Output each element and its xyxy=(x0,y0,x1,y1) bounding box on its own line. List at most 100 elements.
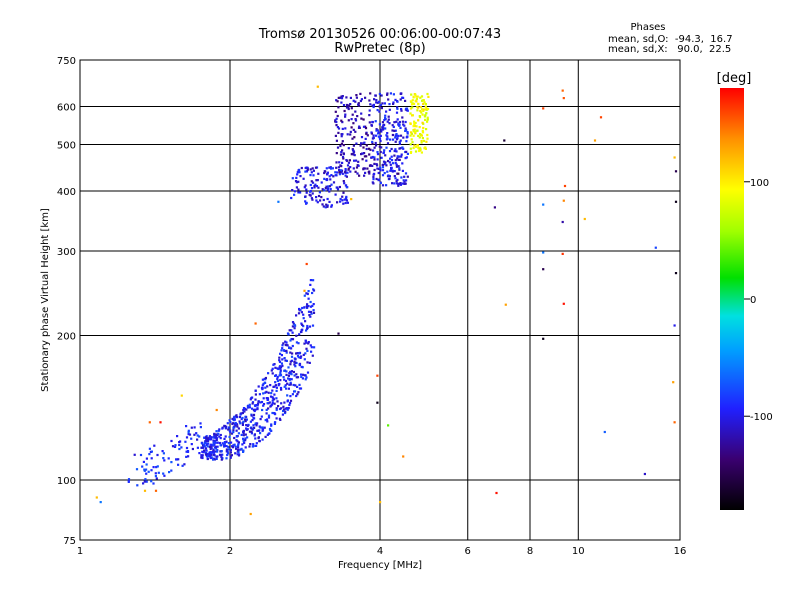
data-point xyxy=(215,437,219,440)
data-point xyxy=(371,120,374,124)
data-point xyxy=(355,142,358,145)
data-point xyxy=(347,107,350,111)
data-point xyxy=(278,360,282,363)
data-point xyxy=(241,416,244,420)
data-point xyxy=(391,138,395,141)
data-point xyxy=(416,95,419,98)
data-point xyxy=(349,166,352,169)
data-point xyxy=(248,430,252,433)
data-point xyxy=(378,105,381,108)
data-point xyxy=(261,428,264,431)
data-point xyxy=(185,455,188,458)
data-point xyxy=(414,150,418,153)
data-point xyxy=(266,420,269,423)
data-point xyxy=(426,108,430,111)
data-point xyxy=(327,187,330,190)
data-point xyxy=(261,408,264,412)
colorbar-tick-label: 100 xyxy=(750,178,769,189)
data-point xyxy=(261,438,264,441)
data-point xyxy=(244,415,247,418)
data-point xyxy=(286,408,289,411)
data-point xyxy=(371,104,374,107)
data-point xyxy=(209,456,212,459)
data-point xyxy=(187,455,190,458)
data-point xyxy=(290,373,293,376)
data-point xyxy=(357,126,361,129)
data-point xyxy=(406,131,409,134)
data-point xyxy=(391,170,394,173)
data-point xyxy=(370,131,373,134)
data-point xyxy=(255,404,258,407)
data-point xyxy=(317,172,320,175)
data-point xyxy=(284,411,287,415)
data-point xyxy=(335,171,339,174)
data-point xyxy=(270,369,273,372)
data-point xyxy=(275,408,278,411)
data-point xyxy=(335,174,338,177)
data-point xyxy=(324,206,327,209)
data-point xyxy=(673,156,676,159)
data-point xyxy=(323,171,326,175)
data-point xyxy=(299,175,302,178)
data-point xyxy=(304,200,307,203)
data-point xyxy=(379,139,382,143)
data-point xyxy=(302,177,305,180)
colorbar-tick-label: -100 xyxy=(750,412,773,423)
colorbar-tick-label: 0 xyxy=(750,295,756,306)
data-point xyxy=(210,451,213,454)
data-point xyxy=(385,164,388,167)
data-point xyxy=(127,480,130,483)
data-point xyxy=(298,168,301,171)
data-point xyxy=(334,193,337,196)
x-tick-label: 8 xyxy=(527,546,533,557)
data-point xyxy=(264,381,267,384)
data-point xyxy=(372,105,375,109)
data-point xyxy=(404,120,407,124)
data-point xyxy=(345,196,348,199)
data-point xyxy=(306,349,309,352)
data-point xyxy=(376,167,379,170)
data-point xyxy=(139,453,143,457)
data-point xyxy=(411,114,414,117)
data-point xyxy=(306,371,310,374)
data-point xyxy=(384,116,387,120)
data-point xyxy=(390,159,394,162)
data-point xyxy=(242,439,245,442)
data-point xyxy=(385,184,388,187)
data-point xyxy=(285,351,288,354)
data-point xyxy=(411,141,414,144)
data-point xyxy=(209,444,213,447)
data-point xyxy=(253,426,256,429)
data-point xyxy=(351,113,354,116)
data-point xyxy=(241,411,244,415)
data-point xyxy=(293,363,296,366)
data-point xyxy=(419,109,422,113)
data-point xyxy=(206,445,209,448)
data-point xyxy=(378,92,381,96)
data-point xyxy=(493,206,496,209)
data-point xyxy=(305,170,309,173)
data-point xyxy=(391,124,394,127)
data-point xyxy=(307,305,310,308)
data-point xyxy=(310,171,313,174)
data-point xyxy=(400,109,403,112)
data-point xyxy=(300,365,303,368)
data-point xyxy=(389,163,392,166)
data-point xyxy=(341,133,344,136)
data-point xyxy=(409,134,412,137)
data-point xyxy=(291,325,294,328)
data-point xyxy=(127,478,131,481)
data-point xyxy=(253,417,256,420)
data-point xyxy=(303,186,306,189)
data-point xyxy=(271,399,274,402)
data-point xyxy=(381,102,384,105)
data-point xyxy=(424,114,427,117)
data-point xyxy=(276,400,279,403)
data-point xyxy=(563,184,567,188)
data-point xyxy=(372,103,375,106)
data-point xyxy=(307,290,310,293)
data-point xyxy=(204,452,207,455)
data-point xyxy=(145,468,148,471)
data-point xyxy=(336,126,339,129)
data-point xyxy=(369,92,372,95)
